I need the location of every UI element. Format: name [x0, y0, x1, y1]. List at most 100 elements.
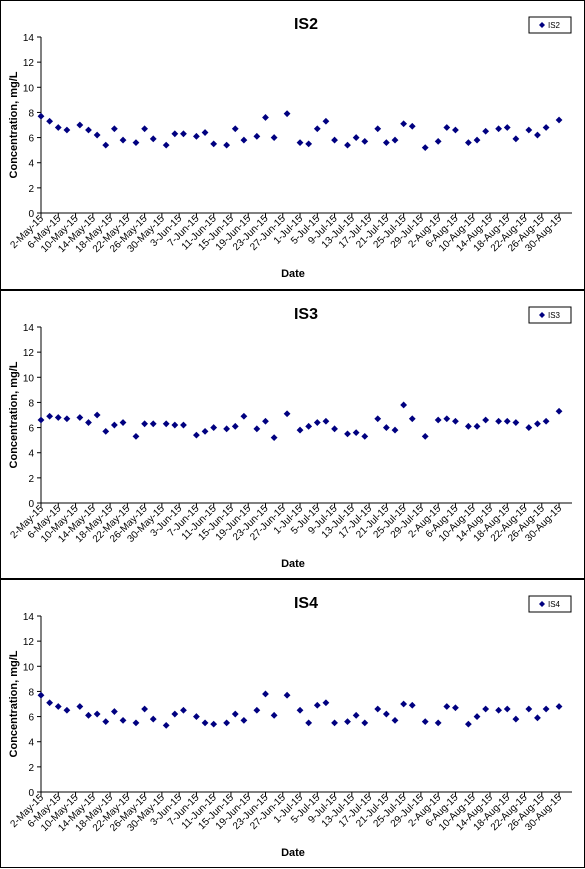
data-point	[231, 422, 239, 430]
data-point	[331, 719, 338, 727]
data-point	[391, 426, 399, 434]
data-point	[495, 417, 503, 425]
data-point	[253, 425, 261, 433]
data-point	[434, 719, 442, 727]
data-point	[495, 125, 503, 133]
data-point	[37, 416, 45, 424]
legend-marker	[539, 601, 545, 607]
y-tick-label: 4	[28, 449, 34, 460]
data-point	[443, 415, 451, 423]
data-point	[193, 132, 200, 140]
data-point	[296, 139, 304, 146]
data-point	[110, 125, 118, 133]
data-point	[400, 401, 408, 409]
data-point	[408, 415, 416, 423]
data-point	[512, 715, 520, 723]
chart-panel-is3: IS3 0 2 4 6 8 10 12 14 2-May-15 6-May-15 10-May-15 1…	[0, 290, 585, 579]
y-tick-label: 0	[28, 788, 34, 799]
data-point	[201, 427, 209, 435]
y-tick-label: 6	[28, 424, 34, 435]
y-tick-label: 8	[28, 398, 34, 409]
legend-label: IS4	[548, 600, 561, 609]
data-point	[180, 421, 187, 429]
data-point	[223, 141, 231, 149]
data-point	[313, 125, 321, 133]
data-point	[149, 420, 157, 428]
data-point	[473, 713, 481, 720]
data-point	[119, 419, 127, 426]
y-tick-label: 8	[28, 108, 34, 119]
data-point	[37, 112, 45, 120]
y-axis-label: Concentration, mg/L	[8, 361, 20, 468]
data-point	[344, 141, 351, 149]
data-point	[361, 432, 369, 440]
y-tick-label: 14	[23, 323, 35, 334]
data-point	[382, 710, 390, 718]
y-tick-label: 0	[28, 209, 34, 220]
data-point	[201, 129, 209, 136]
data-point	[102, 427, 110, 435]
legend-box	[528, 16, 572, 34]
data-point	[555, 116, 563, 124]
data-point	[162, 420, 170, 428]
data-point	[162, 721, 170, 729]
legend-marker	[539, 22, 545, 28]
data-point	[193, 431, 200, 439]
data-point	[253, 706, 261, 714]
data-point	[322, 417, 330, 425]
data-point	[391, 716, 399, 724]
data-point	[512, 419, 520, 426]
data-point	[262, 690, 269, 698]
data-point	[555, 407, 563, 415]
y-tick-label: 10	[23, 662, 35, 673]
legend-box	[528, 595, 572, 613]
data-point	[132, 719, 140, 727]
data-point	[93, 131, 101, 139]
data-point	[46, 117, 54, 125]
data-point	[231, 710, 239, 718]
data-point	[63, 126, 71, 134]
y-tick-label: 10	[23, 373, 35, 384]
data-point	[503, 124, 511, 131]
data-point	[382, 139, 390, 146]
legend-label: IS3	[548, 311, 561, 320]
data-point	[525, 424, 533, 431]
data-point	[210, 720, 218, 728]
data-point	[495, 706, 503, 714]
data-point	[482, 127, 490, 135]
data-point	[434, 137, 442, 145]
data-point	[434, 416, 442, 424]
y-tick-label: 2	[28, 184, 34, 195]
data-point	[171, 421, 179, 429]
data-point	[408, 122, 416, 130]
data-point	[421, 432, 429, 440]
data-point	[46, 699, 54, 707]
y-tick-label: 0	[28, 499, 34, 510]
data-point	[76, 121, 84, 129]
data-point	[231, 125, 239, 133]
data-point	[119, 136, 127, 144]
data-point	[85, 126, 92, 134]
data-point	[296, 706, 304, 714]
y-axis-label: Concentration, mg/L	[8, 650, 20, 757]
data-point	[534, 714, 541, 722]
data-point	[374, 125, 382, 133]
data-point	[452, 417, 459, 425]
x-axis-label: Date	[281, 268, 305, 280]
data-point	[141, 420, 149, 428]
data-point	[542, 417, 550, 425]
y-tick-label: 4	[28, 159, 34, 170]
y-tick-label: 6	[28, 134, 34, 145]
legend: IS2	[528, 16, 572, 34]
data-point	[85, 419, 92, 426]
data-point	[331, 425, 338, 433]
data-point	[331, 136, 338, 144]
data-point	[76, 703, 84, 710]
data-point	[534, 420, 541, 428]
data-point	[305, 140, 313, 148]
data-point	[542, 705, 550, 713]
data-point	[305, 719, 313, 727]
data-point	[482, 705, 490, 713]
data-point	[262, 114, 269, 121]
data-point	[223, 719, 231, 727]
